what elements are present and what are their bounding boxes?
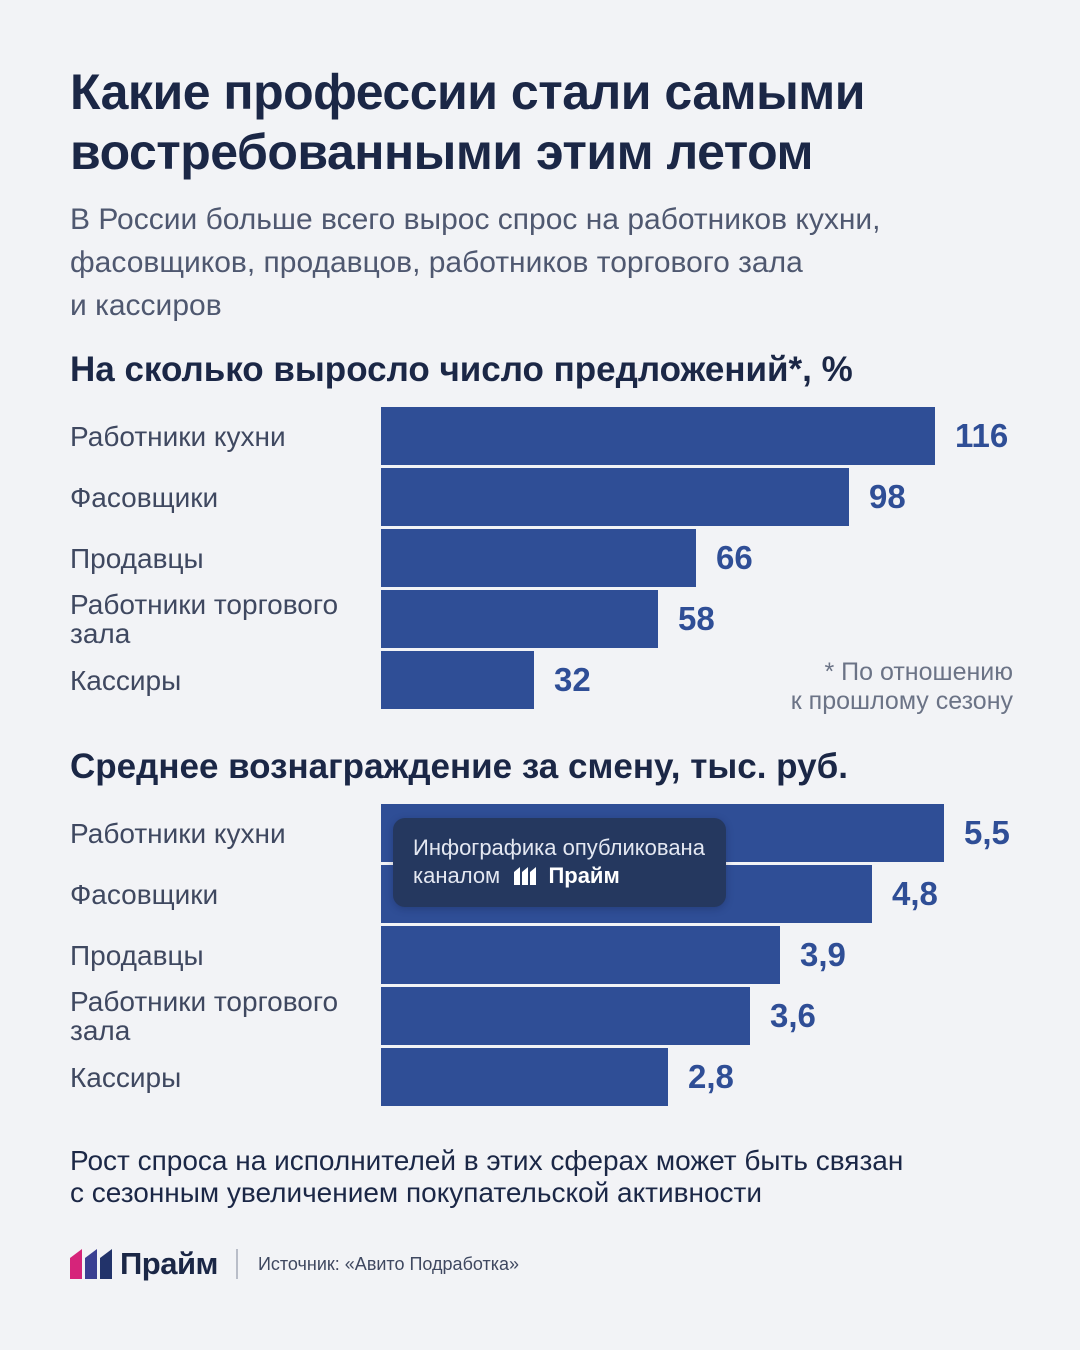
category-label: Кассиры: [70, 664, 182, 696]
category-label: Фасовщики: [70, 481, 219, 513]
category-label: Работники кухни: [70, 420, 286, 452]
prime-logo-icon: [70, 1249, 112, 1279]
category-label: Фасовщики: [70, 878, 219, 910]
conclusion-line: Рост спроса на исполнителей в этих сфера…: [70, 1145, 904, 1176]
badge-prefix: каналом: [413, 863, 501, 888]
value-label: 3,6: [770, 997, 816, 1034]
value-label: 116: [955, 417, 1009, 454]
bar: [381, 926, 780, 984]
bar: [381, 529, 696, 587]
chart-row: Фасовщики 98: [0, 468, 1080, 526]
chart-footnote: * По отношению к прошлому сезону: [791, 658, 1013, 716]
footer: Прайм Источник: «Авито Подработка»: [70, 1246, 519, 1282]
value-label: 5,5: [964, 814, 1010, 851]
source-credit: Источник: «Авито Подработка»: [257, 1253, 520, 1274]
category-label: Продавцы: [70, 542, 204, 574]
subtitle-line: В России больше всего вырос спрос на раб…: [70, 203, 881, 236]
bar: [381, 651, 534, 709]
conclusion-line: с сезонным увеличением покупательской ак…: [70, 1177, 762, 1208]
page-title: Какие профессии стали самыми востребован…: [70, 62, 1030, 182]
category-label: Продавцы: [70, 939, 204, 971]
bar: [381, 468, 849, 526]
chart-title-reward: Среднее вознаграждение за смену, тыс. ру…: [70, 747, 848, 786]
chart-row: Работники торгового зала 58: [0, 590, 1080, 648]
chart-row: Работники кухни 116: [0, 407, 1080, 465]
publication-badge: Инфографика опубликована каналом Прайм: [393, 818, 726, 907]
value-label: 32: [554, 661, 591, 698]
category-label: Работники торгового зала: [70, 986, 339, 1046]
footer-divider: [235, 1249, 238, 1279]
footer-brand: Прайм: [120, 1246, 218, 1281]
value-label: 58: [678, 600, 715, 637]
badge-line: Инфографика опубликована: [413, 835, 705, 860]
chart-title-offers: На сколько выросло число предложений*, %: [70, 350, 853, 389]
prime-logo-icon: [514, 867, 537, 885]
badge-line: каналом Прайм: [413, 862, 706, 890]
bar: [381, 1048, 668, 1106]
chart-row: Кассиры 2,8: [0, 1048, 1080, 1106]
title-line: Какие профессии стали самыми: [70, 64, 866, 120]
subtitle-line: фасовщиков, продавцов, работников торгов…: [70, 246, 803, 279]
chart-row: Продавцы 3,9: [0, 926, 1080, 984]
chart-row: Продавцы 66: [0, 529, 1080, 587]
bar: [381, 987, 750, 1045]
title-line: востребованными этим летом: [70, 124, 813, 180]
value-label: 98: [869, 478, 906, 515]
page-subtitle: В России больше всего вырос спрос на раб…: [70, 198, 990, 327]
bar: [381, 590, 658, 648]
conclusion-text: Рост спроса на исполнителей в этих сфера…: [70, 1145, 1030, 1209]
chart-row: Кассиры 32: [0, 651, 1080, 709]
footnote-line: к прошлому сезону: [790, 687, 1013, 715]
category-label: Работники кухни: [70, 817, 286, 849]
value-label: 66: [716, 539, 753, 576]
value-label: 2,8: [688, 1058, 734, 1095]
chart-row: Работники торгового зала 3,6: [0, 987, 1080, 1045]
subtitle-line: и кассиров: [70, 289, 222, 322]
value-label: 4,8: [892, 875, 938, 912]
category-label: Кассиры: [70, 1061, 182, 1093]
category-label: Работники торгового зала: [70, 589, 339, 649]
badge-brand: Прайм: [548, 863, 620, 888]
bar: [381, 407, 935, 465]
value-label: 3,9: [800, 936, 846, 973]
footnote-line: * По отношению: [824, 658, 1014, 686]
